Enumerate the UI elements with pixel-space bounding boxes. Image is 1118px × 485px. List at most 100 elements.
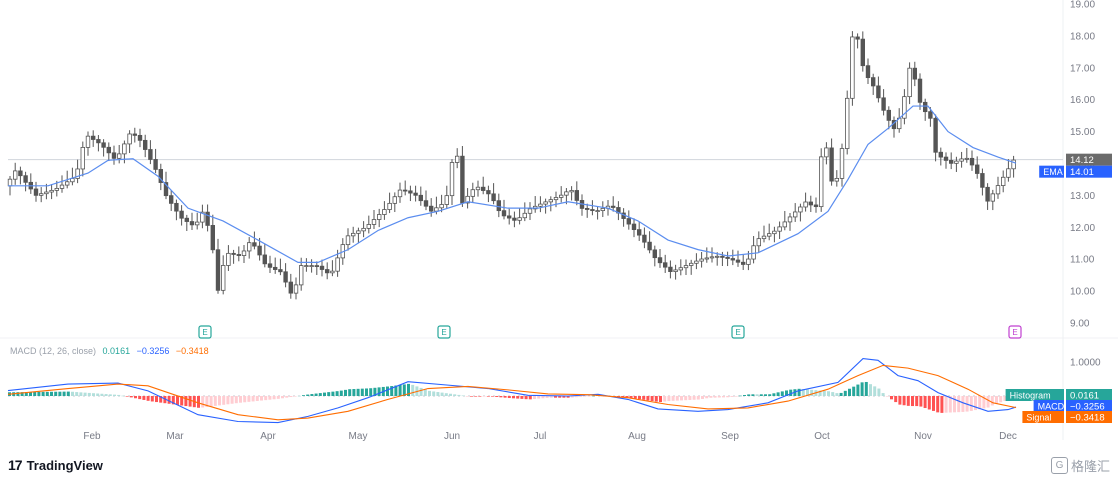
histogram-bar (398, 384, 402, 396)
histogram-bar (75, 392, 79, 396)
candle-down (184, 217, 189, 222)
histogram-bar (772, 393, 776, 396)
histogram-bar (318, 393, 322, 396)
tradingview-logo[interactable]: 17 TradingView (8, 457, 103, 473)
histogram-bar (554, 396, 557, 398)
macd-tag-value-bg (1066, 400, 1112, 412)
signal-tag-value: −0.3418 (1070, 413, 1105, 424)
candle-down (319, 265, 325, 270)
histogram-bar (806, 389, 809, 396)
candle-down (158, 169, 163, 183)
candle-down (142, 139, 148, 150)
histogram-bar (79, 392, 83, 396)
candle-down (314, 265, 319, 267)
candle-down (106, 146, 111, 154)
candle-up (678, 267, 683, 271)
histogram-bar (701, 396, 704, 399)
histogram-bar (201, 396, 205, 408)
histogram-bar (344, 389, 347, 396)
candle-up (777, 226, 782, 232)
candle-up (444, 195, 449, 205)
histogram-bar (953, 396, 956, 413)
candle-up (439, 204, 444, 209)
watermark: G 格隆汇 (1050, 456, 1110, 475)
histogram-bar (621, 396, 625, 398)
histogram-bar (222, 396, 226, 405)
candlesticks (7, 31, 1016, 300)
histogram-bar (986, 396, 990, 408)
earnings-marker-box (437, 325, 451, 339)
macd-header: MACD (12, 26, close) 0.0161 −0.3256 −0.3… (10, 346, 213, 356)
histogram-bar (281, 396, 284, 399)
tradingview-wordmark: TradingView (26, 457, 103, 473)
ema-tag-value: 14.01 (1070, 167, 1094, 178)
histogram-bar (209, 396, 213, 407)
candle-up (75, 168, 80, 179)
price-tick-label: 11.00 (1070, 255, 1095, 266)
candle-down (324, 269, 330, 274)
last-price-tag-value: 14.12 (1070, 155, 1094, 166)
candle-down (725, 257, 730, 259)
candle-up (335, 257, 340, 272)
histogram-bar (654, 396, 658, 402)
candle-up (595, 210, 600, 213)
histogram-bar (33, 391, 37, 396)
histogram-bar (226, 396, 230, 405)
histogram-bar (428, 390, 431, 396)
histogram-bar (927, 396, 931, 410)
candle-up (704, 257, 709, 260)
histogram-bar (62, 391, 66, 396)
candle-up (798, 206, 803, 213)
signal-tag: Signal −0.3418 (1022, 411, 1112, 424)
histogram-bar (818, 390, 822, 396)
candle-up (839, 148, 845, 179)
histogram-bar (663, 396, 667, 402)
histogram-bar (495, 396, 499, 397)
histogram-bar (801, 389, 805, 396)
candle-down (626, 218, 631, 225)
candle-up (959, 158, 964, 162)
candle-up (366, 224, 371, 229)
price-tick-label: 9.00 (1070, 319, 1090, 330)
candle-down (168, 195, 174, 204)
price-tick-label: 16.00 (1070, 95, 1095, 106)
histogram-bar (331, 391, 335, 396)
candle-up (751, 245, 756, 260)
histogram-bar (923, 396, 927, 409)
histogram-bar (449, 393, 452, 396)
histogram-bar (268, 396, 272, 400)
histogram-bar (146, 396, 150, 401)
histogram-bar (176, 396, 179, 405)
histogram-bar (440, 392, 444, 396)
candle-down (928, 111, 933, 119)
histogram-bar (650, 396, 654, 402)
ema-tag: EMA 14.01 (1039, 165, 1112, 178)
candle-down (590, 209, 595, 212)
candle-down (262, 254, 267, 265)
candle-up (538, 203, 543, 207)
candle-down (210, 225, 215, 251)
candle-up (569, 190, 574, 193)
price-tick-label: 13.00 (1070, 191, 1095, 202)
histogram-bar (373, 387, 377, 396)
histogram-bar (180, 396, 184, 406)
candle-down (236, 254, 241, 256)
histogram-bar (171, 396, 175, 405)
last-price-tag-value-bg (1066, 153, 1112, 166)
watermark-icon: G (1050, 457, 1068, 474)
histogram-bar (734, 396, 738, 397)
candle-down (408, 190, 413, 194)
candle-down (730, 258, 735, 261)
histogram-bar (323, 392, 326, 396)
candle-up (954, 160, 959, 164)
histogram-bar (911, 396, 914, 407)
candle-down (512, 217, 517, 221)
histogram-bar (764, 394, 767, 396)
histogram-bar (92, 393, 95, 396)
histogram-bar (566, 396, 570, 398)
histogram-bar (432, 391, 436, 396)
candle-up (54, 188, 59, 191)
candle-up (517, 217, 522, 221)
month-label: Mar (166, 431, 184, 442)
candle-down (829, 147, 834, 182)
